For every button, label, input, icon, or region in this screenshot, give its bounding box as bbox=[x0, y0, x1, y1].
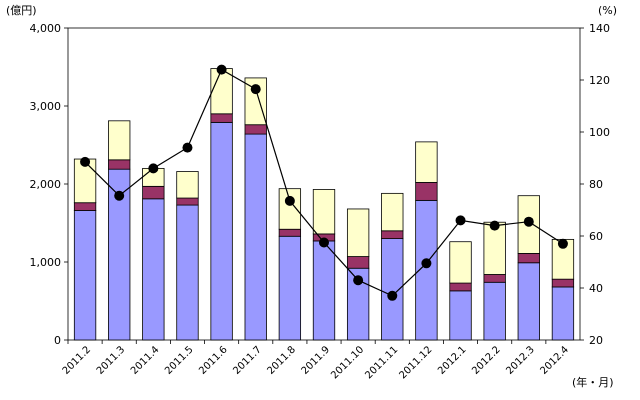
bar-segment-2 bbox=[108, 159, 131, 170]
x-tick-label: 2012.2 bbox=[470, 344, 503, 377]
bar-segment-3 bbox=[449, 241, 472, 284]
bar-segment-3 bbox=[415, 141, 438, 183]
right-tick-label: 20 bbox=[589, 334, 603, 347]
bar-segment-3 bbox=[381, 192, 404, 232]
ratio-point bbox=[284, 195, 295, 206]
left-tick-label: 4,000 bbox=[30, 22, 62, 35]
bar-segment-2 bbox=[73, 202, 97, 211]
ratio-point bbox=[523, 216, 534, 227]
ratio-point bbox=[80, 156, 91, 167]
bar-segment-2 bbox=[517, 253, 540, 264]
bar-segment-3 bbox=[312, 189, 336, 235]
left-tick-label: 1,000 bbox=[30, 256, 62, 269]
ratio-point bbox=[489, 220, 500, 231]
bar-segment-2 bbox=[142, 185, 165, 200]
bar-segment-1 bbox=[73, 210, 97, 341]
x-tick-label: 2011.11 bbox=[363, 344, 400, 381]
x-tick-label: 2011.6 bbox=[197, 344, 230, 377]
bar-segment-3 bbox=[108, 120, 131, 161]
bar-segment-2 bbox=[278, 228, 302, 237]
right-tick-label: 40 bbox=[589, 282, 603, 295]
ratio-point bbox=[353, 275, 364, 286]
left-axis: 0 1,000 2,000 3,000 4,000 bbox=[30, 22, 68, 347]
right-axis: 20 40 60 80 100 120 140 bbox=[580, 22, 610, 347]
bar-segment-2 bbox=[449, 282, 472, 292]
ratio-point bbox=[455, 215, 466, 226]
bar-segment-2 bbox=[381, 230, 404, 240]
bar-segment-3 bbox=[244, 77, 267, 126]
right-tick-label: 60 bbox=[589, 230, 603, 243]
bar-segment-2 bbox=[551, 278, 575, 288]
ratio-point bbox=[182, 142, 193, 153]
x-tick-label: 2012.1 bbox=[436, 344, 469, 377]
ratio-point bbox=[216, 64, 227, 75]
bar-segment-2 bbox=[210, 113, 233, 123]
x-tick-label: 2011.2 bbox=[61, 344, 94, 377]
bar-segment-3 bbox=[278, 188, 302, 230]
bar-segment-1 bbox=[210, 121, 233, 341]
bar-segment-1 bbox=[244, 133, 267, 341]
bar-segment-2 bbox=[415, 182, 438, 201]
bar-segment-2 bbox=[176, 197, 199, 206]
bar-segment-1 bbox=[312, 240, 336, 341]
ratio-line-group bbox=[80, 64, 568, 301]
right-tick-label: 140 bbox=[589, 22, 610, 35]
bar-segment-2 bbox=[346, 256, 370, 269]
x-tick-label: 2011.12 bbox=[397, 344, 434, 381]
x-tick-label: 2011.10 bbox=[329, 344, 366, 381]
left-axis-unit: (億円) bbox=[6, 4, 37, 17]
x-axis: 2011.2 2011.3 2011.4 2011.5 2011.6 2011.7 2011… bbox=[61, 340, 571, 381]
left-tick-label: 0 bbox=[54, 334, 61, 347]
x-tick-label: 2011.9 bbox=[300, 344, 333, 377]
right-axis-unit: (%) bbox=[598, 4, 617, 17]
ratio-point bbox=[319, 237, 329, 248]
x-tick-label: 2012.4 bbox=[539, 344, 572, 377]
x-tick-label: 2011.8 bbox=[265, 344, 298, 377]
x-tick-label: 2012.3 bbox=[504, 344, 537, 377]
x-tick-label: 2011.5 bbox=[163, 344, 196, 377]
ratio-point bbox=[114, 190, 125, 201]
bar-segment-1 bbox=[142, 198, 165, 341]
bar-segment-1 bbox=[176, 204, 199, 341]
bar-segment-1 bbox=[551, 286, 575, 341]
ratio-point bbox=[387, 290, 398, 301]
bar-segment-3 bbox=[346, 208, 370, 257]
bar-segment-1 bbox=[278, 235, 302, 341]
bar-segment-2 bbox=[244, 124, 267, 135]
bar-segment-2 bbox=[483, 274, 506, 283]
x-tick-label: 2011.3 bbox=[95, 344, 128, 377]
right-tick-label: 100 bbox=[589, 126, 610, 139]
ratio-point bbox=[421, 258, 432, 269]
ratio-point bbox=[148, 163, 159, 174]
bar-segment-1 bbox=[483, 281, 506, 341]
bar-segment-1 bbox=[449, 290, 472, 341]
right-tick-label: 80 bbox=[589, 178, 603, 191]
bar-segment-3 bbox=[210, 68, 233, 115]
left-tick-label: 3,000 bbox=[30, 100, 62, 113]
ratio-point bbox=[250, 84, 261, 95]
x-tick-label: 2011.7 bbox=[231, 344, 264, 377]
bar-segment-3 bbox=[176, 171, 199, 199]
x-axis-unit: (年・月) bbox=[572, 375, 614, 389]
x-tick-label: 2011.4 bbox=[129, 344, 162, 377]
ratio-point bbox=[557, 238, 568, 249]
right-tick-label: 120 bbox=[589, 74, 610, 87]
bar-segment-1 bbox=[517, 262, 540, 341]
left-tick-label: 2,000 bbox=[30, 178, 62, 191]
bars-group bbox=[73, 68, 575, 341]
